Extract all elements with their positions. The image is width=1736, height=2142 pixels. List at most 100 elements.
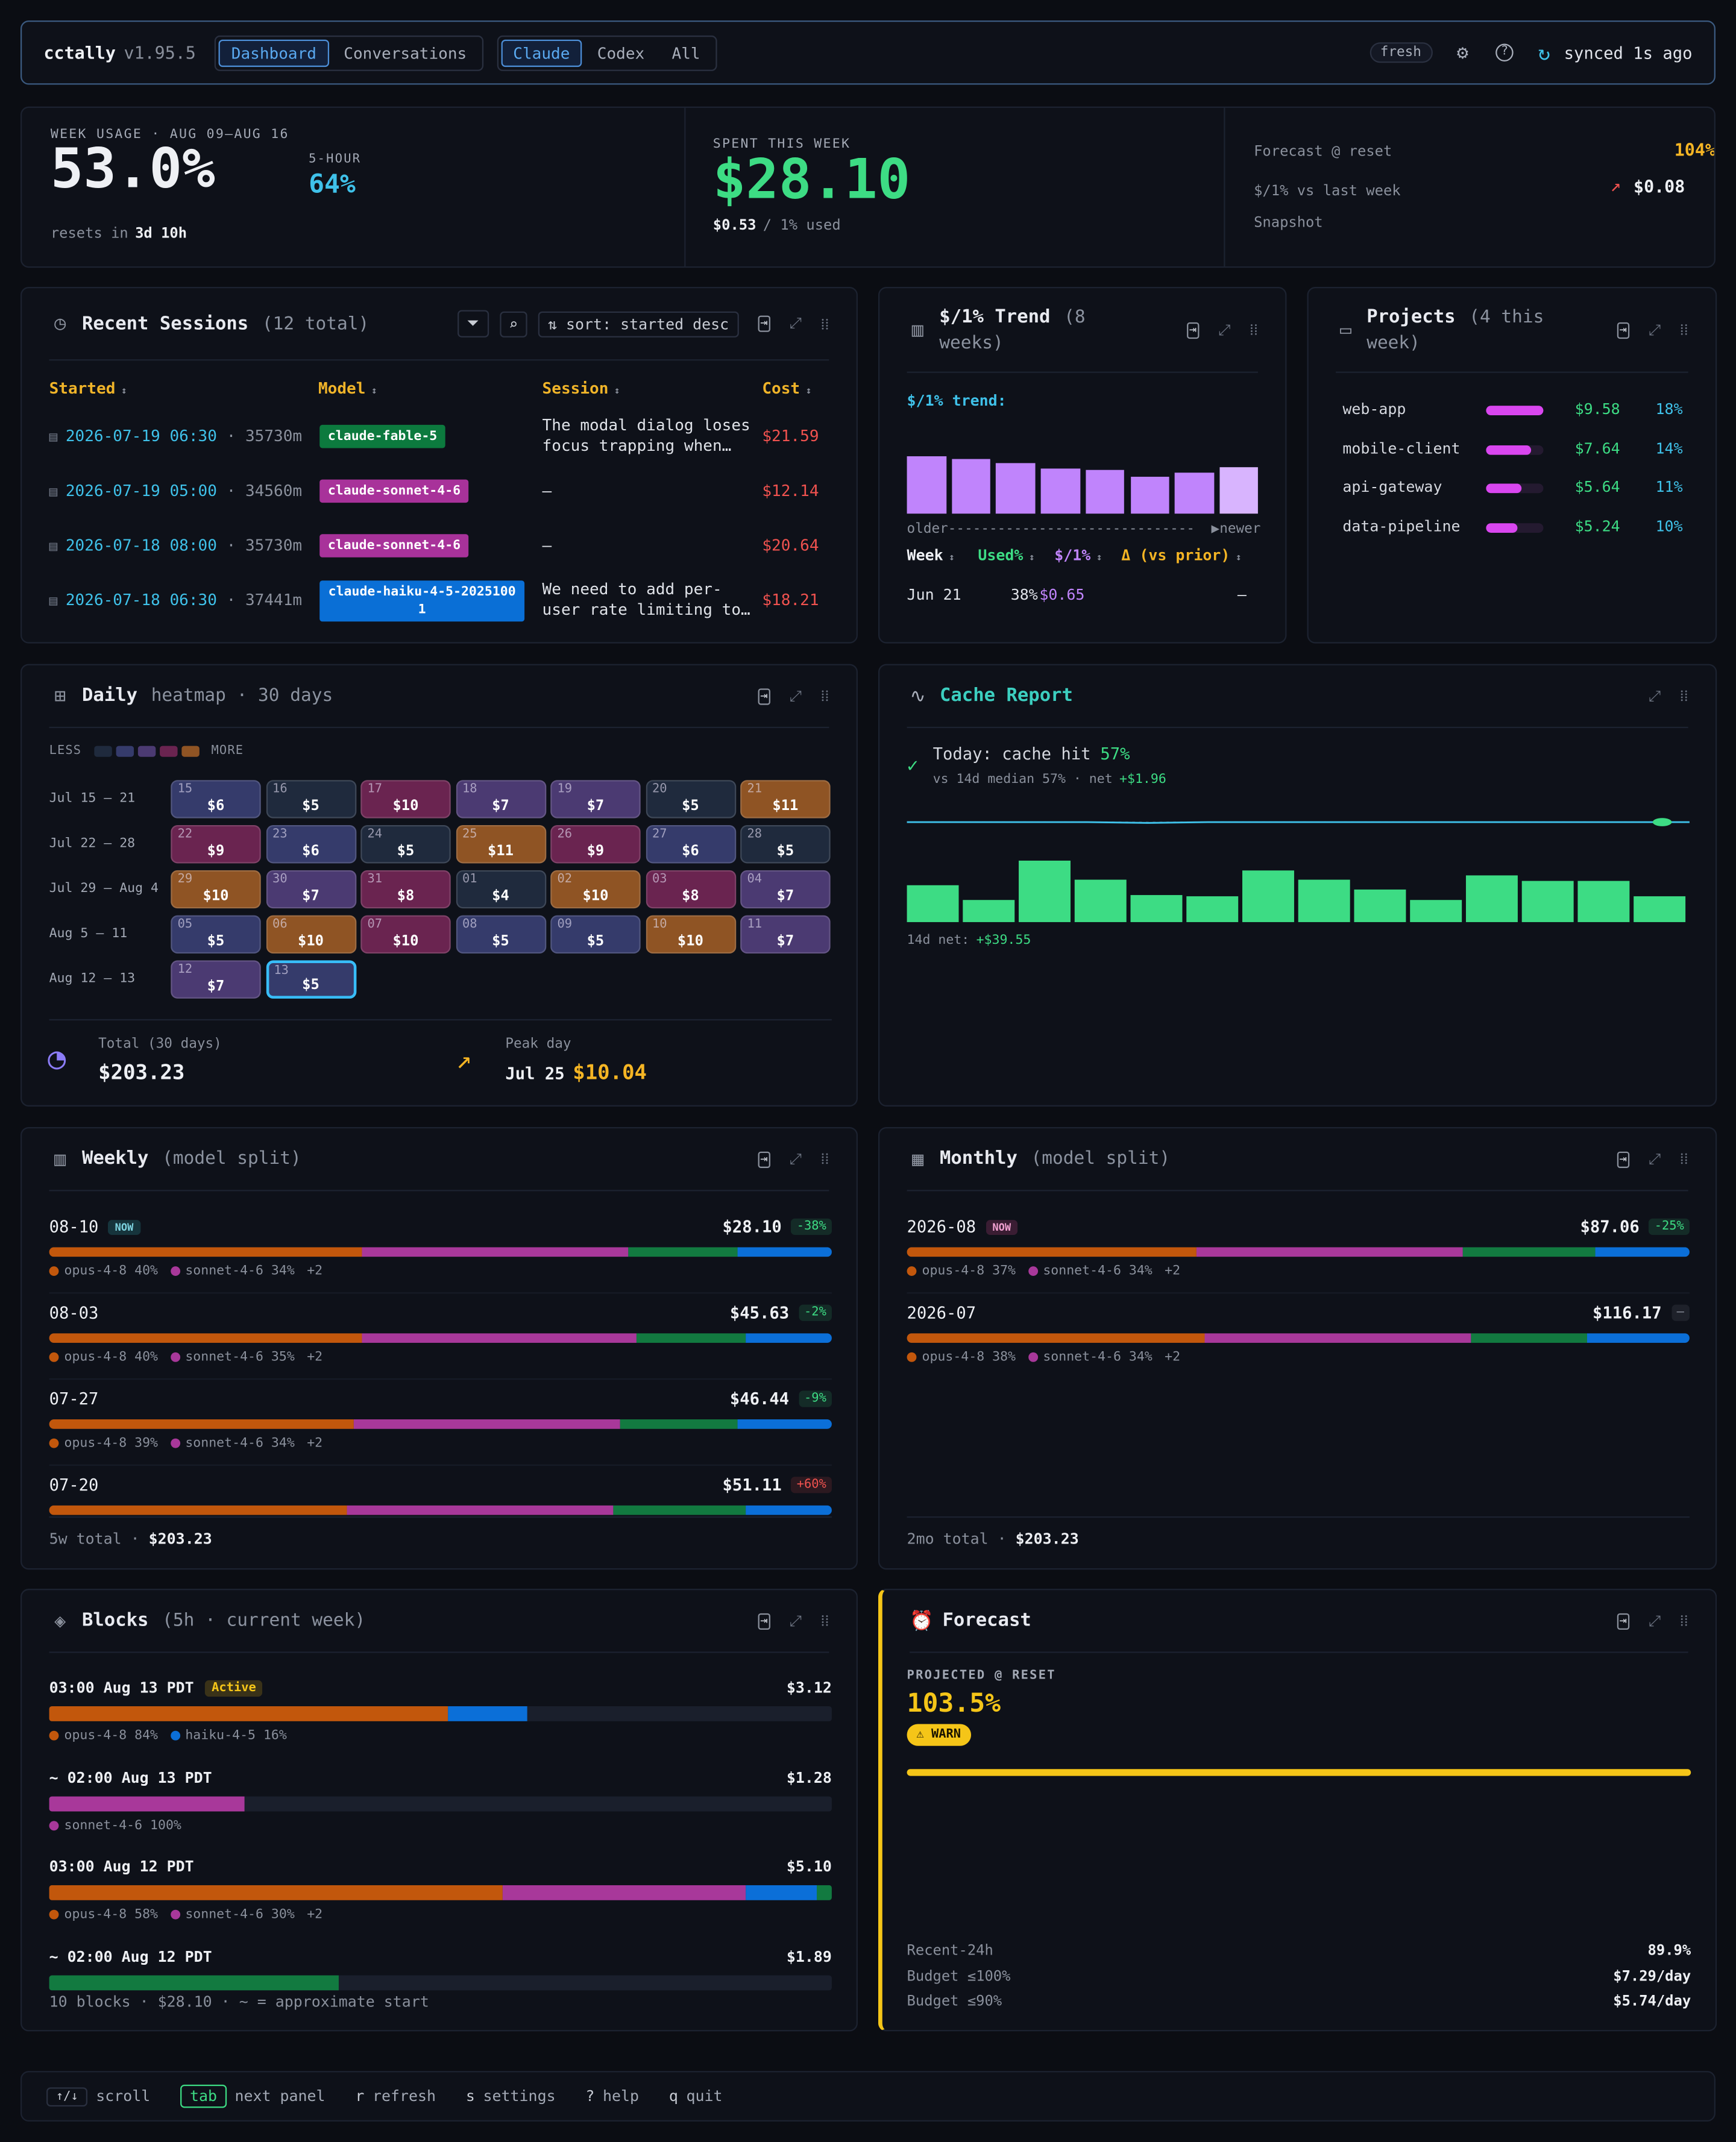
trend-bar [996, 463, 1036, 514]
column-header[interactable]: Model ↕ [318, 378, 377, 398]
block-label: ~ 02:00 Aug 13 PDT [49, 1768, 212, 1786]
forecast-label: Forecast @ reset [1254, 143, 1392, 160]
heat-cell: 04 $7 [740, 870, 831, 909]
expand-button[interactable]: ⤢ [1218, 320, 1231, 338]
legend-dot [1028, 1266, 1038, 1277]
segment [816, 1885, 832, 1900]
cost: $18.21 [762, 590, 819, 609]
help-button[interactable]: ? [1495, 43, 1514, 61]
column-header[interactable]: Cost ↕ [762, 378, 811, 398]
heat-cell: 25 $11 [455, 825, 546, 864]
sort-glyph: ↕ [1023, 551, 1035, 563]
drag-handle[interactable]: ⁞⁞ [1679, 321, 1688, 339]
legend-text: sonnet-4-6 34% [1043, 1349, 1153, 1365]
swatch [115, 746, 134, 757]
day-number: 05 [177, 918, 193, 932]
legend-dot [49, 1352, 59, 1362]
drag-handle[interactable]: ⁞⁞ [1679, 1150, 1688, 1168]
tab[interactable]: All [671, 43, 700, 63]
column-header[interactable]: Used% ↕ [978, 547, 1034, 564]
day-number: 11 [747, 918, 763, 932]
heat-cell: 10 $10 [645, 915, 736, 954]
day-number: 17 [367, 782, 383, 797]
legend-dot [907, 1266, 917, 1277]
heat-cell: 18 $7 [455, 780, 546, 818]
export-button[interactable]: ⇥ [1617, 1151, 1630, 1167]
row-cost: $116.17 [1593, 1303, 1662, 1323]
tab[interactable]: Codex [597, 43, 645, 63]
title-group: Cache Report [940, 683, 1087, 709]
sort-glyph: ↕ [365, 385, 377, 397]
drag-handle[interactable]: ⁞⁞ [1679, 1612, 1688, 1630]
tab[interactable]: Dashboard [219, 39, 329, 66]
export-button[interactable]: ⇥ [757, 688, 771, 705]
segment [49, 1974, 339, 1990]
tab[interactable]: Conversations [344, 43, 467, 63]
column-header[interactable]: Δ (vs prior) ↕ [1121, 547, 1241, 564]
expand-button[interactable]: ⤢ [789, 686, 802, 705]
legend-text: opus-4-8 40% [64, 1349, 159, 1365]
cell-text: $0.65 [1039, 586, 1085, 604]
column-label: Session [542, 378, 609, 398]
expand-button[interactable]: ⤢ [1649, 320, 1661, 338]
segment [448, 1706, 527, 1721]
export-button[interactable]: ⇥ [757, 1151, 771, 1167]
expand-button[interactable]: ⤢ [1649, 1611, 1661, 1629]
column-header[interactable]: Week ↕ [907, 547, 955, 564]
drag-handle[interactable]: ⁞⁞ [820, 1612, 829, 1630]
five-hour: 64% [309, 169, 356, 199]
key-action: refresh [373, 2087, 436, 2105]
delta-value: $0.08 [1634, 176, 1685, 197]
key[interactable]: tab [180, 2084, 227, 2108]
stat-label: Budget ≤90% [907, 1993, 1002, 2010]
block-cost: $1.89 [786, 1947, 832, 1965]
trend-bar [1219, 467, 1259, 514]
swatch [137, 746, 156, 757]
tab[interactable]: Claude [500, 39, 582, 66]
export-button[interactable]: ⇥ [1617, 1612, 1630, 1629]
project-name: data-pipeline [1342, 518, 1461, 536]
segment [620, 1419, 738, 1429]
title-group: $/1% Trend (8 weeks) [939, 304, 1156, 356]
export-button[interactable]: ⇥ [757, 1612, 771, 1629]
refresh-button[interactable]: ↻ [1538, 40, 1550, 65]
panel-title: Daily [81, 684, 138, 706]
key[interactable]: s [465, 2087, 475, 2105]
expand-button[interactable]: ⤢ [789, 1611, 802, 1629]
forecast-value: 104% [1674, 139, 1716, 160]
sort-button[interactable]: ⇅ sort: started desc [538, 310, 739, 337]
drag-handle[interactable]: ⁞⁞ [820, 315, 829, 333]
cost: $21.59 [762, 426, 819, 445]
key[interactable]: r [355, 2087, 365, 2105]
expand-button[interactable]: ⤢ [789, 314, 802, 332]
filter-button[interactable]: ⏷ [457, 310, 489, 338]
week-label: Aug 5 – 11 [49, 926, 128, 941]
drag-handle[interactable]: ⁞⁞ [1679, 687, 1688, 705]
expand-button[interactable]: ⤢ [1649, 686, 1661, 705]
export-button[interactable]: ⇥ [1186, 321, 1200, 338]
heat-cell: 03 $8 [645, 870, 736, 909]
column-header[interactable]: $/1% ↕ [1054, 547, 1102, 564]
column-header[interactable]: Session ↕ [542, 378, 620, 398]
settings-button[interactable]: ⚙ [1456, 42, 1468, 64]
search-button[interactable]: ⌕ [499, 310, 528, 337]
key[interactable]: q [668, 2087, 678, 2105]
trend-panel: ▥ $/1% Trend (8 weeks) ⇥ ⤢ ⁞⁞ $/1% trend: older… [878, 286, 1287, 644]
expand-button[interactable]: ⤢ [1649, 1149, 1661, 1167]
drag-handle[interactable]: ⁞⁞ [820, 1150, 829, 1168]
export-button[interactable]: ⇥ [1617, 321, 1630, 338]
panel-icon: ◷ [54, 313, 66, 335]
expand-button[interactable]: ⤢ [789, 1149, 802, 1167]
column-header[interactable]: Started ↕ [49, 378, 127, 398]
export-button[interactable]: ⇥ [757, 315, 771, 332]
day-cost: $8 [397, 888, 415, 905]
key[interactable]: ↑/↓ [46, 2087, 88, 2106]
drag-handle[interactable]: ⁞⁞ [820, 687, 829, 705]
heat-cell: 21 $11 [740, 780, 831, 818]
less: LESS [49, 744, 82, 758]
key[interactable]: ? [585, 2087, 595, 2105]
spent: $28.10 [712, 149, 911, 212]
drag-handle[interactable]: ⁞⁞ [1250, 321, 1258, 339]
legend-text: opus-4-8 58% [64, 1907, 159, 1923]
key-bar: ↑/↓ scroll tab next panel r refresh s settings?… [20, 2071, 1716, 2122]
